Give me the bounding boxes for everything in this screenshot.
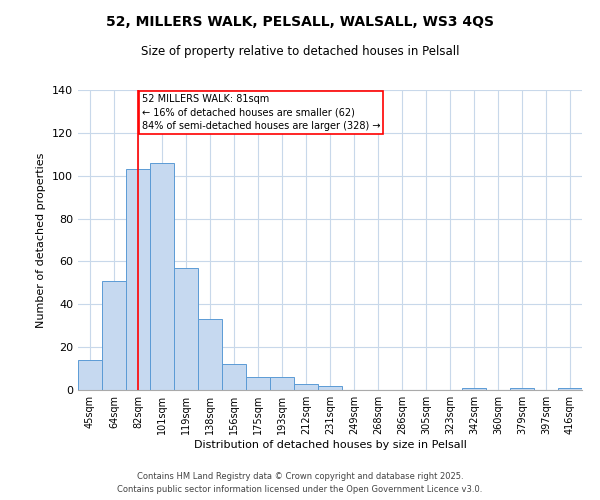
Bar	[198, 320, 222, 390]
Bar	[246, 377, 270, 390]
Bar	[294, 384, 318, 390]
Bar	[270, 377, 294, 390]
Text: Contains public sector information licensed under the Open Government Licence v3: Contains public sector information licen…	[118, 485, 482, 494]
Text: Contains HM Land Registry data © Crown copyright and database right 2025.: Contains HM Land Registry data © Crown c…	[137, 472, 463, 481]
Y-axis label: Number of detached properties: Number of detached properties	[37, 152, 46, 328]
Bar	[126, 170, 150, 390]
X-axis label: Distribution of detached houses by size in Pelsall: Distribution of detached houses by size …	[194, 440, 466, 450]
Bar	[558, 388, 582, 390]
Text: 52 MILLERS WALK: 81sqm
← 16% of detached houses are smaller (62)
84% of semi-det: 52 MILLERS WALK: 81sqm ← 16% of detached…	[142, 94, 380, 130]
Bar	[174, 268, 198, 390]
Bar	[102, 280, 126, 390]
Text: 52, MILLERS WALK, PELSALL, WALSALL, WS3 4QS: 52, MILLERS WALK, PELSALL, WALSALL, WS3 …	[106, 15, 494, 29]
Bar	[222, 364, 246, 390]
Bar	[150, 163, 174, 390]
Bar	[78, 360, 102, 390]
Text: Size of property relative to detached houses in Pelsall: Size of property relative to detached ho…	[141, 45, 459, 58]
Bar	[510, 388, 534, 390]
Bar	[318, 386, 342, 390]
Bar	[462, 388, 486, 390]
